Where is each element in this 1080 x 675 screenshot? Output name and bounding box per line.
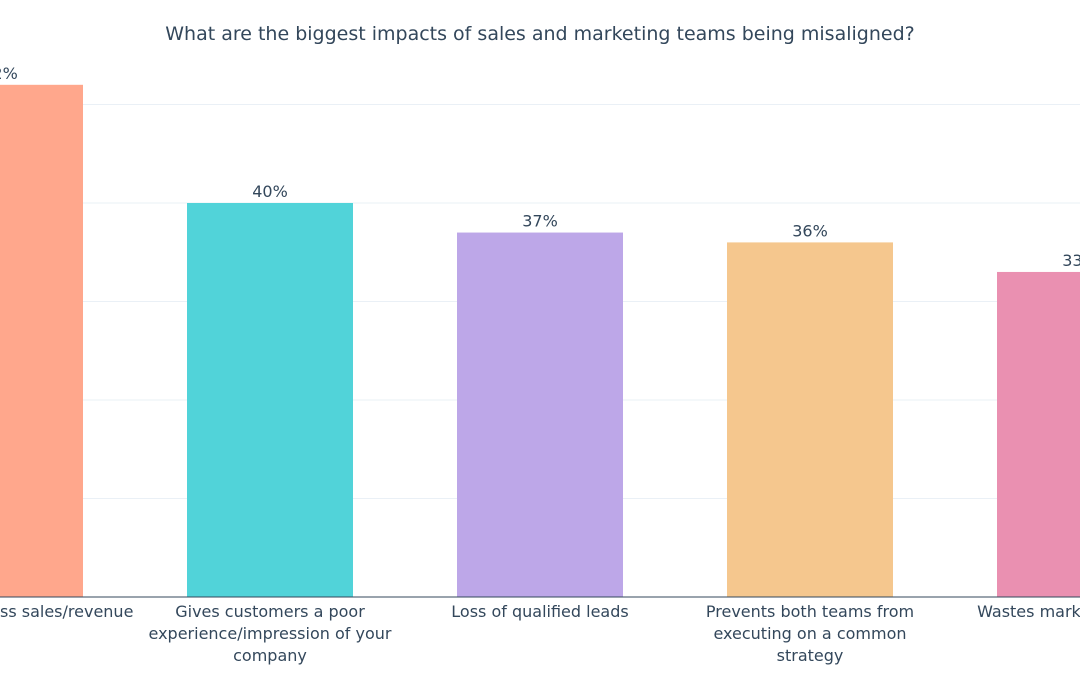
data-label-1: 52% bbox=[0, 64, 18, 83]
bar-3[interactable] bbox=[457, 232, 623, 598]
category-label-line: executing on a common bbox=[713, 624, 906, 643]
bar-4[interactable] bbox=[727, 242, 893, 597]
category-label-line: company bbox=[233, 646, 307, 665]
category-label-line: Prevents both teams from bbox=[706, 602, 914, 621]
data-label-5: 33% bbox=[1062, 251, 1080, 270]
bar-5[interactable] bbox=[997, 271, 1080, 597]
category-labels: Costs the business sales/revenue Gives cu… bbox=[0, 602, 1080, 665]
category-label-2: Gives customers a poor experience/impress… bbox=[149, 602, 392, 665]
category-label-4: Prevents both teams from executing on a c… bbox=[706, 602, 914, 665]
bar-1[interactable] bbox=[0, 84, 83, 598]
category-label-line: Costs the business sales/revenue bbox=[0, 602, 133, 621]
category-label-line: Wastes marketing budget bbox=[977, 602, 1080, 621]
category-label-line: experience/impression of your bbox=[149, 624, 392, 643]
category-label-line: Loss of qualified leads bbox=[451, 602, 628, 621]
chart-title: What are the biggest impacts of sales an… bbox=[165, 23, 914, 45]
data-label-4: 36% bbox=[792, 221, 828, 240]
category-label-3: Loss of qualified leads bbox=[451, 602, 628, 621]
bars bbox=[0, 84, 1080, 598]
data-label-2: 40% bbox=[252, 182, 288, 201]
data-labels: 52% 40% 37% 36% 33% bbox=[0, 64, 1080, 270]
bar-2[interactable] bbox=[187, 203, 353, 597]
category-label-1: Costs the business sales/revenue bbox=[0, 602, 133, 621]
data-label-3: 37% bbox=[522, 212, 558, 231]
category-label-5: Wastes marketing budget bbox=[977, 602, 1080, 621]
category-label-line: Gives customers a poor bbox=[175, 602, 365, 621]
category-label-line: strategy bbox=[777, 646, 844, 665]
